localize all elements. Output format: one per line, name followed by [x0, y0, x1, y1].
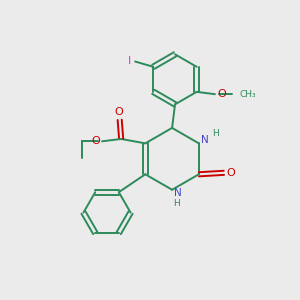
- Text: I: I: [128, 56, 131, 66]
- Text: N: N: [173, 188, 181, 198]
- Text: O: O: [217, 88, 226, 99]
- Text: CH₃: CH₃: [239, 90, 256, 99]
- Text: O: O: [226, 168, 235, 178]
- Text: O: O: [114, 107, 123, 118]
- Text: H: H: [212, 130, 218, 139]
- Text: N: N: [201, 135, 208, 145]
- Text: H: H: [173, 199, 180, 208]
- Text: O: O: [91, 136, 100, 146]
